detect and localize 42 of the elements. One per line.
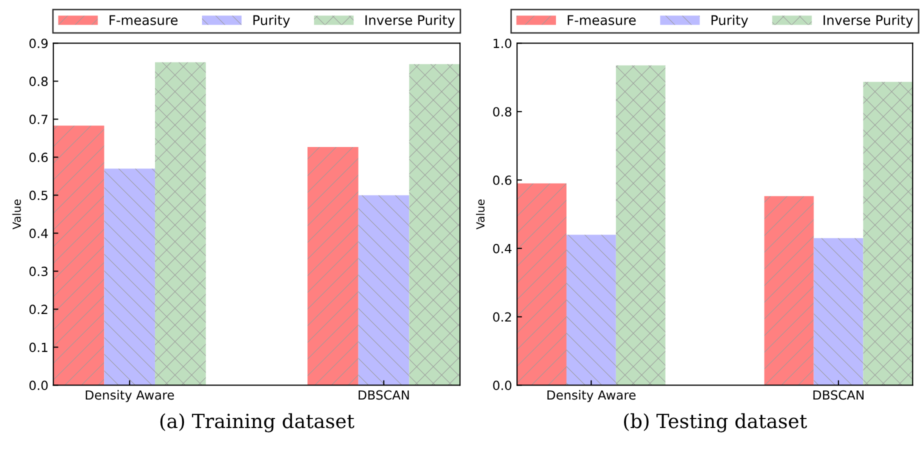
bar: [517, 183, 566, 386]
legend-label: F-measure: [568, 15, 636, 26]
text: 0.0: [29, 380, 48, 390]
text: 1.0: [494, 38, 512, 48]
bar: [764, 196, 814, 386]
y-tick-label: 0.8: [493, 107, 512, 117]
y-tick-label: 0.9: [29, 38, 48, 48]
bar: [863, 82, 913, 386]
y-tick-label: 0.2: [493, 312, 511, 322]
y-tick-label: 0.4: [29, 228, 48, 238]
y-tick-label: 0.7: [29, 114, 48, 124]
legend-label: F-measure: [110, 15, 178, 26]
bar: [409, 64, 460, 386]
text: 0.0: [493, 380, 512, 390]
bar: [155, 62, 206, 386]
y-tick-label: 0.2: [29, 304, 48, 314]
legend-label: Inverse Purity: [365, 14, 455, 28]
y-tick-label: 0.6: [29, 152, 48, 162]
bar: [308, 146, 358, 386]
legend-label: Inverse Purity: [824, 14, 913, 28]
legend-label: Purity: [712, 14, 748, 28]
bar: [104, 168, 156, 386]
y-tick-label: 0.8: [29, 76, 48, 86]
bar: [814, 238, 864, 386]
bar: [616, 65, 666, 386]
x-tick-label: DBSCAN: [813, 390, 864, 400]
y-tick-label: 0.6: [493, 175, 512, 185]
bar: [53, 126, 104, 386]
y-tick-label: 0.3: [29, 266, 48, 276]
y-tick-label: 0.4: [493, 244, 512, 254]
y-tick-label: 0.1: [29, 342, 48, 352]
y-axis-title: Value: [12, 200, 21, 230]
x-tick-label: DBSCAN: [358, 390, 409, 400]
legend-label: Purity: [253, 14, 290, 28]
x-axis-title: (b) Testing dataset: [624, 413, 808, 432]
x-tick-label: Density Aware: [86, 390, 174, 402]
bar: [566, 234, 616, 386]
x-tick-label: Density Aware: [547, 390, 636, 402]
y-axis-title: Value: [476, 200, 485, 230]
y-tick-label: 0.5: [29, 190, 48, 200]
bar: [358, 195, 410, 386]
x-axis-title: (a) Training dataset: [160, 413, 354, 432]
